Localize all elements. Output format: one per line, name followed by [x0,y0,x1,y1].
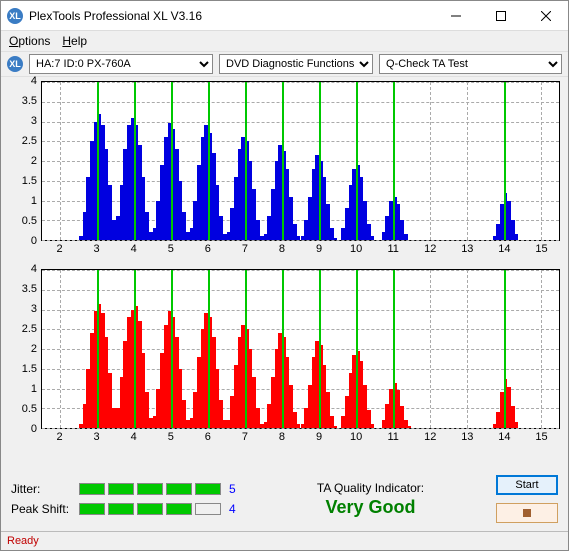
qi-label: TA Quality Indicator: [317,481,424,495]
statusbar: Ready [1,531,568,550]
stop-icon [523,509,531,517]
chart-bottom-wrap: 00.511.522.533.54 23456789101112131415 [9,269,560,445]
minimize-button[interactable] [433,1,478,31]
menu-help[interactable]: Help [62,34,87,48]
close-button[interactable] [523,1,568,31]
test-select[interactable]: Q-Check TA Test [379,54,562,74]
quality-indicator: TA Quality Indicator: Very Good [253,481,488,518]
drive-icon: XL [7,56,23,72]
chart-top-xaxis: 23456789101112131415 [41,241,560,257]
qi-value: Very Good [325,497,415,518]
drive-select[interactable]: HA:7 ID:0 PX-760A [29,54,213,74]
peakshift-label: Peak Shift: [11,502,71,516]
chart-bottom-xaxis: 23456789101112131415 [41,429,560,445]
chart-top-yaxis: 00.511.522.533.54 [9,81,41,241]
footer: Jitter: 5 Peak Shift: 4 TA Quality Indic… [1,467,568,531]
status-text: Ready [7,535,39,547]
toolbar: XL HA:7 ID:0 PX-760A DVD Diagnostic Func… [1,51,568,77]
menubar: Options Help [1,31,568,51]
chart-top-plot [41,81,560,241]
footer-buttons: Start [496,475,558,523]
chart-bottom-plot [41,269,560,429]
app-icon: XL [7,8,23,24]
stop-button[interactable] [496,503,558,523]
menu-options[interactable]: Options [9,34,50,48]
start-button[interactable]: Start [496,475,558,495]
jitter-label: Jitter: [11,482,71,496]
peakshift-value: 4 [229,502,245,516]
peakshift-bars [79,503,221,515]
charts-area: 00.511.522.533.54 23456789101112131415 0… [1,77,568,467]
footer-metrics: Jitter: 5 Peak Shift: 4 [11,482,245,516]
jitter-value: 5 [229,482,245,496]
chart-top-wrap: 00.511.522.533.54 23456789101112131415 [9,81,560,257]
chart-bottom-yaxis: 00.511.522.533.54 [9,269,41,429]
window-title: PlexTools Professional XL V3.16 [29,9,433,23]
maximize-button[interactable] [478,1,523,31]
titlebar: XL PlexTools Professional XL V3.16 [1,1,568,31]
jitter-bars [79,483,221,495]
function-select[interactable]: DVD Diagnostic Functions [219,54,373,74]
